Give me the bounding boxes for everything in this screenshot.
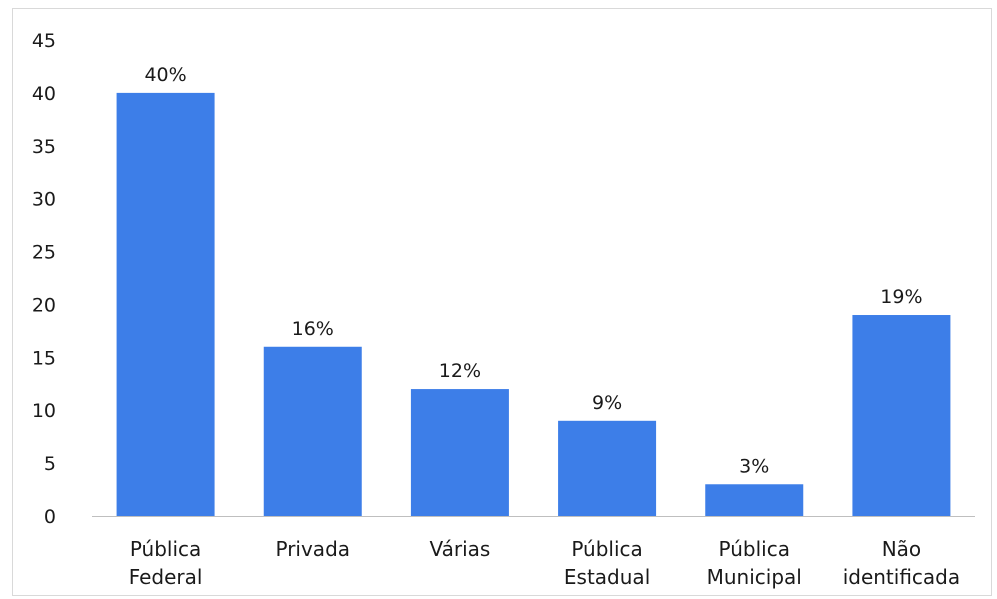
y-tick-label: 0 bbox=[44, 506, 56, 528]
y-tick-label: 15 bbox=[32, 347, 56, 369]
data-labels: 40% 16% 12% 9% 3% 19% bbox=[144, 64, 922, 477]
bars bbox=[116, 92, 951, 516]
data-label: 9% bbox=[592, 392, 622, 414]
y-tick-label: 30 bbox=[32, 189, 56, 211]
bar bbox=[410, 389, 509, 516]
data-label: 19% bbox=[880, 286, 922, 308]
bar bbox=[852, 315, 951, 516]
y-tick-label: 45 bbox=[32, 30, 56, 52]
bar bbox=[116, 92, 215, 516]
y-tick-label: 20 bbox=[32, 294, 56, 316]
x-tick-label: Estadual bbox=[564, 565, 650, 589]
x-tick-label: identificada bbox=[843, 565, 960, 589]
y-tick-label: 25 bbox=[32, 242, 56, 264]
bar bbox=[705, 484, 804, 516]
x-tick-label: Federal bbox=[129, 565, 203, 589]
chart-frame bbox=[12, 8, 992, 596]
x-tick-label: Pública bbox=[130, 537, 201, 561]
x-tick-label: Várias bbox=[429, 537, 490, 561]
y-tick-label: 40 bbox=[32, 83, 56, 105]
data-label: 40% bbox=[144, 64, 186, 86]
y-tick-label: 10 bbox=[32, 400, 56, 422]
y-axis-ticks: 0 5 10 15 20 25 30 35 40 45 bbox=[32, 30, 56, 528]
x-tick-label: Pública bbox=[719, 537, 790, 561]
x-tick-label: Privada bbox=[275, 537, 350, 561]
data-label: 16% bbox=[292, 318, 334, 340]
x-tick-label: Não bbox=[882, 537, 921, 561]
x-tick-label: Municipal bbox=[707, 565, 802, 589]
x-axis-labels: Pública Federal Privada Várias Pública Estadu… bbox=[129, 537, 960, 589]
y-tick-label: 5 bbox=[44, 453, 56, 475]
y-tick-label: 35 bbox=[32, 136, 56, 158]
x-tick-label: Pública bbox=[571, 537, 642, 561]
bar bbox=[558, 420, 657, 516]
data-label: 12% bbox=[439, 360, 481, 382]
data-label: 3% bbox=[739, 455, 769, 477]
bar bbox=[263, 346, 362, 516]
